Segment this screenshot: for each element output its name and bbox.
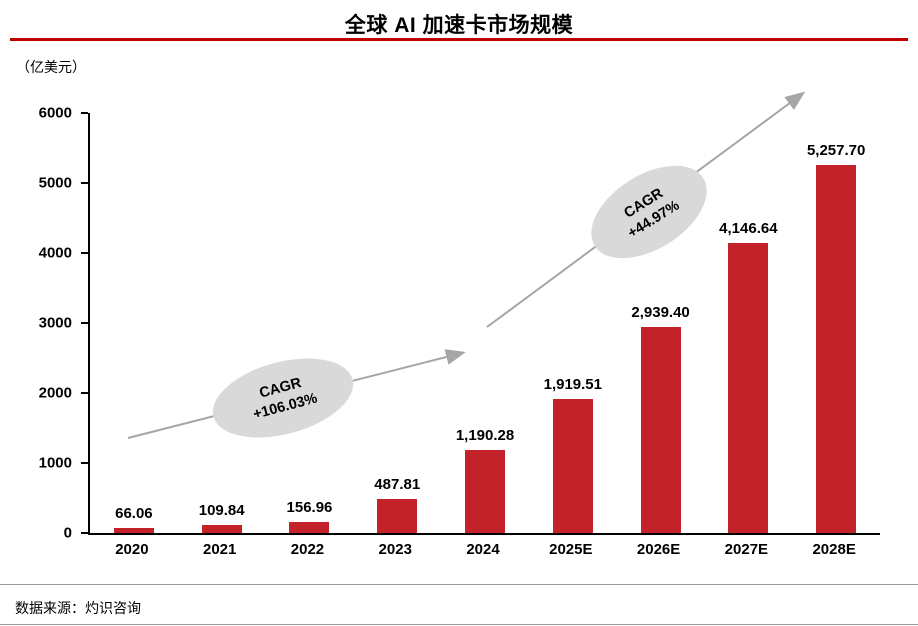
y-axis-tick-mark xyxy=(81,322,88,324)
bar-2026E: 2,939.40 xyxy=(631,304,690,533)
data-source-text: 数据来源：灼识咨询 xyxy=(15,600,141,616)
y-axis-tick-label: 5000 xyxy=(38,174,72,192)
bar-2024: 1,190.28 xyxy=(456,427,514,533)
y-axis-tick-label: 6000 xyxy=(38,104,72,122)
bar-2020: 66.06 xyxy=(113,505,154,533)
y-axis-tick-label: 3000 xyxy=(38,314,72,332)
bar-2025E: 1,919.51 xyxy=(544,376,602,533)
x-axis-label: 2024 xyxy=(466,541,500,558)
x-axis-label: 2021 xyxy=(202,541,237,558)
bar-slot: 5,257.70 xyxy=(792,113,880,533)
bar-2027E: 4,146.64 xyxy=(719,220,778,533)
x-axis-label: 2026E xyxy=(636,541,681,558)
bar-2021: 109.84 xyxy=(199,502,245,533)
y-axis-tick-mark xyxy=(81,252,88,254)
x-axis-label: 2025E xyxy=(549,541,593,558)
bar-value-label: 109.84 xyxy=(198,502,245,520)
x-axis-label: 2027E xyxy=(724,541,769,558)
y-axis-tick-label: 0 xyxy=(63,524,72,542)
y-axis-tick-label: 4000 xyxy=(38,244,72,262)
x-axis-label: 2020 xyxy=(115,541,149,558)
bar-slot: 487.81 xyxy=(353,113,441,533)
bar-slot: 1,919.51 xyxy=(529,113,617,533)
bar-slot: 109.84 xyxy=(178,113,266,533)
y-axis-tick-mark xyxy=(81,112,88,114)
x-axis-label: 2028E xyxy=(812,541,856,558)
bar-value-label: 5,257.70 xyxy=(806,141,866,159)
bar-slot: 4,146.64 xyxy=(704,113,792,533)
footer-divider-bottom xyxy=(0,624,918,625)
y-axis-tick-mark xyxy=(81,392,88,394)
bar-slot: 1,190.28 xyxy=(441,113,529,533)
y-axis-tick-mark xyxy=(81,462,88,464)
x-axis-label: 2022 xyxy=(290,541,325,558)
bar-2023: 487.81 xyxy=(374,476,420,533)
bar-chart-plot-area: 66.06 109.84 156.96 487.81 1,190.28 1,919.51 2… xyxy=(88,113,880,535)
page-title: 全球 AI 加速卡市场规模 xyxy=(344,14,574,37)
bar-value-label: 4,146.64 xyxy=(719,219,778,237)
bar-slot: 66.06 xyxy=(90,113,178,533)
y-axis-tick-label: 2000 xyxy=(38,384,72,402)
x-axis: 2020 2021 2022 2023 2024 2025E 2026E 2027E 2028E xyxy=(88,541,878,558)
bar-2022: 156.96 xyxy=(287,499,332,533)
bar-value-label: 487.81 xyxy=(374,475,421,493)
bar-slot: 156.96 xyxy=(266,113,354,533)
bar-value-label: 2,939.40 xyxy=(631,304,690,322)
bar-value-label: 156.96 xyxy=(286,499,333,517)
bar-value-label: 1,190.28 xyxy=(455,426,515,444)
y-axis-unit-label: （亿美元） xyxy=(16,59,86,75)
y-axis-tick-mark xyxy=(81,532,88,534)
x-axis-label: 2023 xyxy=(378,541,412,558)
bar-2028E: 5,257.70 xyxy=(807,142,865,533)
bar-value-label: 66.06 xyxy=(115,505,153,523)
footer-divider-top xyxy=(0,584,918,585)
bar-value-label: 1,919.51 xyxy=(543,375,602,393)
y-axis: 0 1000 2000 3000 4000 5000 6000 xyxy=(0,105,88,542)
y-axis-tick-mark xyxy=(81,182,88,184)
y-axis-tick-label: 1000 xyxy=(38,454,72,472)
title-divider xyxy=(10,38,908,41)
